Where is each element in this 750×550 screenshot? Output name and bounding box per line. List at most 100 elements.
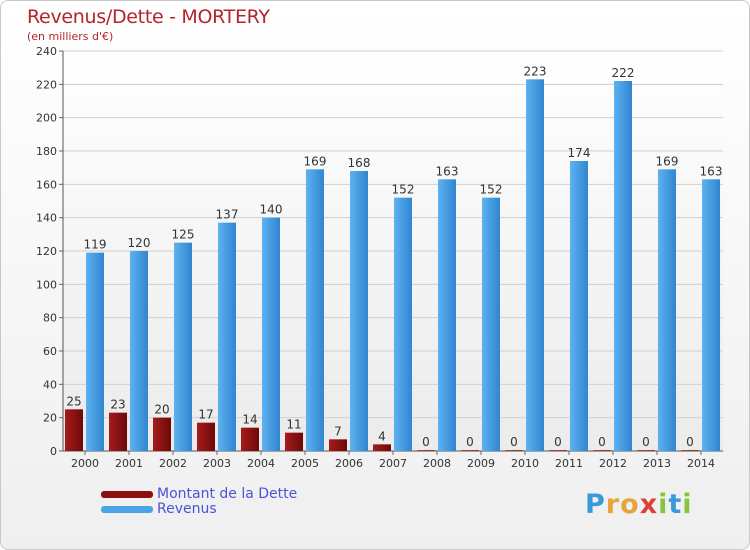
y-tick-label: 180	[36, 145, 57, 158]
logo-letter: i	[658, 489, 669, 520]
bar-dette	[593, 450, 611, 451]
bar-revenus	[614, 81, 632, 451]
bar-dette	[505, 450, 523, 451]
x-tick-label: 2007	[379, 457, 407, 470]
bar-dette	[65, 409, 83, 451]
logo-letter: P	[585, 489, 606, 520]
logo-letter: i	[682, 489, 693, 520]
logo-letter: x	[639, 489, 659, 520]
data-label-dette: 7	[334, 424, 342, 438]
data-label-dette: 4	[378, 429, 386, 443]
bar-dette	[637, 450, 655, 451]
bar-revenus	[482, 197, 500, 451]
x-tick-label: 2003	[203, 457, 231, 470]
x-tick-label: 2004	[247, 457, 275, 470]
bar-dette	[417, 450, 435, 451]
logo-letter: o	[620, 489, 640, 520]
y-tick-label: 20	[43, 412, 57, 425]
data-label-revenus: 222	[612, 66, 635, 80]
data-label-dette: 0	[510, 435, 518, 449]
x-tick-label: 2006	[335, 457, 363, 470]
y-tick-label: 60	[43, 345, 57, 358]
logo-letter: r	[605, 489, 621, 520]
data-label-revenus: 137	[216, 208, 239, 222]
data-label-revenus: 120	[128, 236, 151, 250]
bar-dette	[153, 417, 171, 451]
bar-revenus	[350, 171, 368, 451]
y-tick-label: 100	[36, 278, 57, 291]
x-tick-label: 2008	[423, 457, 451, 470]
data-label-dette: 23	[110, 398, 125, 412]
bar-dette	[461, 450, 479, 451]
bar-dette	[109, 412, 127, 451]
bar-dette	[241, 427, 259, 451]
data-label-revenus: 223	[524, 64, 547, 78]
y-tick-label: 240	[36, 45, 57, 58]
bar-revenus	[658, 169, 676, 452]
data-label-dette: 0	[642, 435, 650, 449]
x-tick-label: 2010	[511, 457, 539, 470]
bar-revenus	[702, 179, 720, 452]
proxiti-logo: Proxiti	[585, 489, 693, 520]
y-tick-label: 140	[36, 212, 57, 225]
data-label-revenus: 152	[480, 183, 503, 197]
x-tick-label: 2002	[159, 457, 187, 470]
x-tick-label: 2009	[467, 457, 495, 470]
bar-revenus	[306, 169, 324, 452]
bar-revenus	[218, 222, 236, 451]
data-label-dette: 0	[598, 435, 606, 449]
y-tick-label: 40	[43, 378, 57, 391]
y-tick-label: 200	[36, 112, 57, 125]
data-label-revenus: 152	[392, 183, 415, 197]
chart-title: Revenus/Dette - MORTERY	[27, 6, 270, 28]
x-tick-label: 2014	[687, 457, 715, 470]
bar-revenus	[394, 197, 412, 451]
data-label-revenus: 169	[656, 154, 679, 168]
data-label-dette: 0	[554, 435, 562, 449]
data-label-dette: 17	[198, 408, 213, 422]
bar-dette	[197, 422, 215, 451]
bar-dette	[681, 450, 699, 451]
bar-dette	[373, 444, 391, 451]
x-tick-label: 2000	[71, 457, 99, 470]
legend-swatch-revenus	[101, 506, 153, 513]
legend-label-dette: Montant de la Dette	[157, 486, 298, 502]
bar-revenus	[174, 242, 192, 451]
y-tick-label: 0	[50, 445, 57, 458]
bar-revenus	[438, 179, 456, 452]
x-tick-label: 2013	[643, 457, 671, 470]
y-tick-label: 80	[43, 312, 57, 325]
legend-label-revenus: Revenus	[157, 501, 217, 517]
bar-dette	[285, 432, 303, 451]
bar-revenus	[262, 217, 280, 451]
bar-revenus	[570, 161, 588, 451]
data-label-dette: 14	[242, 413, 257, 427]
data-label-revenus: 163	[700, 164, 723, 178]
bar-dette	[329, 439, 347, 451]
bar-revenus	[526, 79, 544, 451]
y-tick-label: 220	[36, 78, 57, 91]
x-tick-label: 2001	[115, 457, 143, 470]
bar-dette	[549, 450, 567, 451]
bar-revenus	[86, 252, 104, 451]
data-label-revenus: 174	[568, 146, 591, 160]
chart-subtitle: (en milliers d'€)	[27, 30, 114, 43]
bar-revenus	[130, 251, 148, 451]
data-label-revenus: 168	[348, 156, 371, 170]
data-label-dette: 20	[154, 403, 169, 417]
y-tick-label: 160	[36, 178, 57, 191]
data-label-dette: 0	[466, 435, 474, 449]
x-tick-label: 2005	[291, 457, 319, 470]
legend-swatch-dette	[101, 491, 153, 498]
data-label-revenus: 119	[84, 238, 107, 252]
data-label-revenus: 163	[436, 164, 459, 178]
data-label-dette: 0	[686, 435, 694, 449]
logo-letter: t	[668, 489, 683, 520]
x-tick-label: 2011	[555, 457, 583, 470]
data-label-revenus: 140	[260, 203, 283, 217]
data-label-dette: 0	[422, 435, 430, 449]
y-tick-label: 120	[36, 245, 57, 258]
data-label-revenus: 125	[172, 228, 195, 242]
